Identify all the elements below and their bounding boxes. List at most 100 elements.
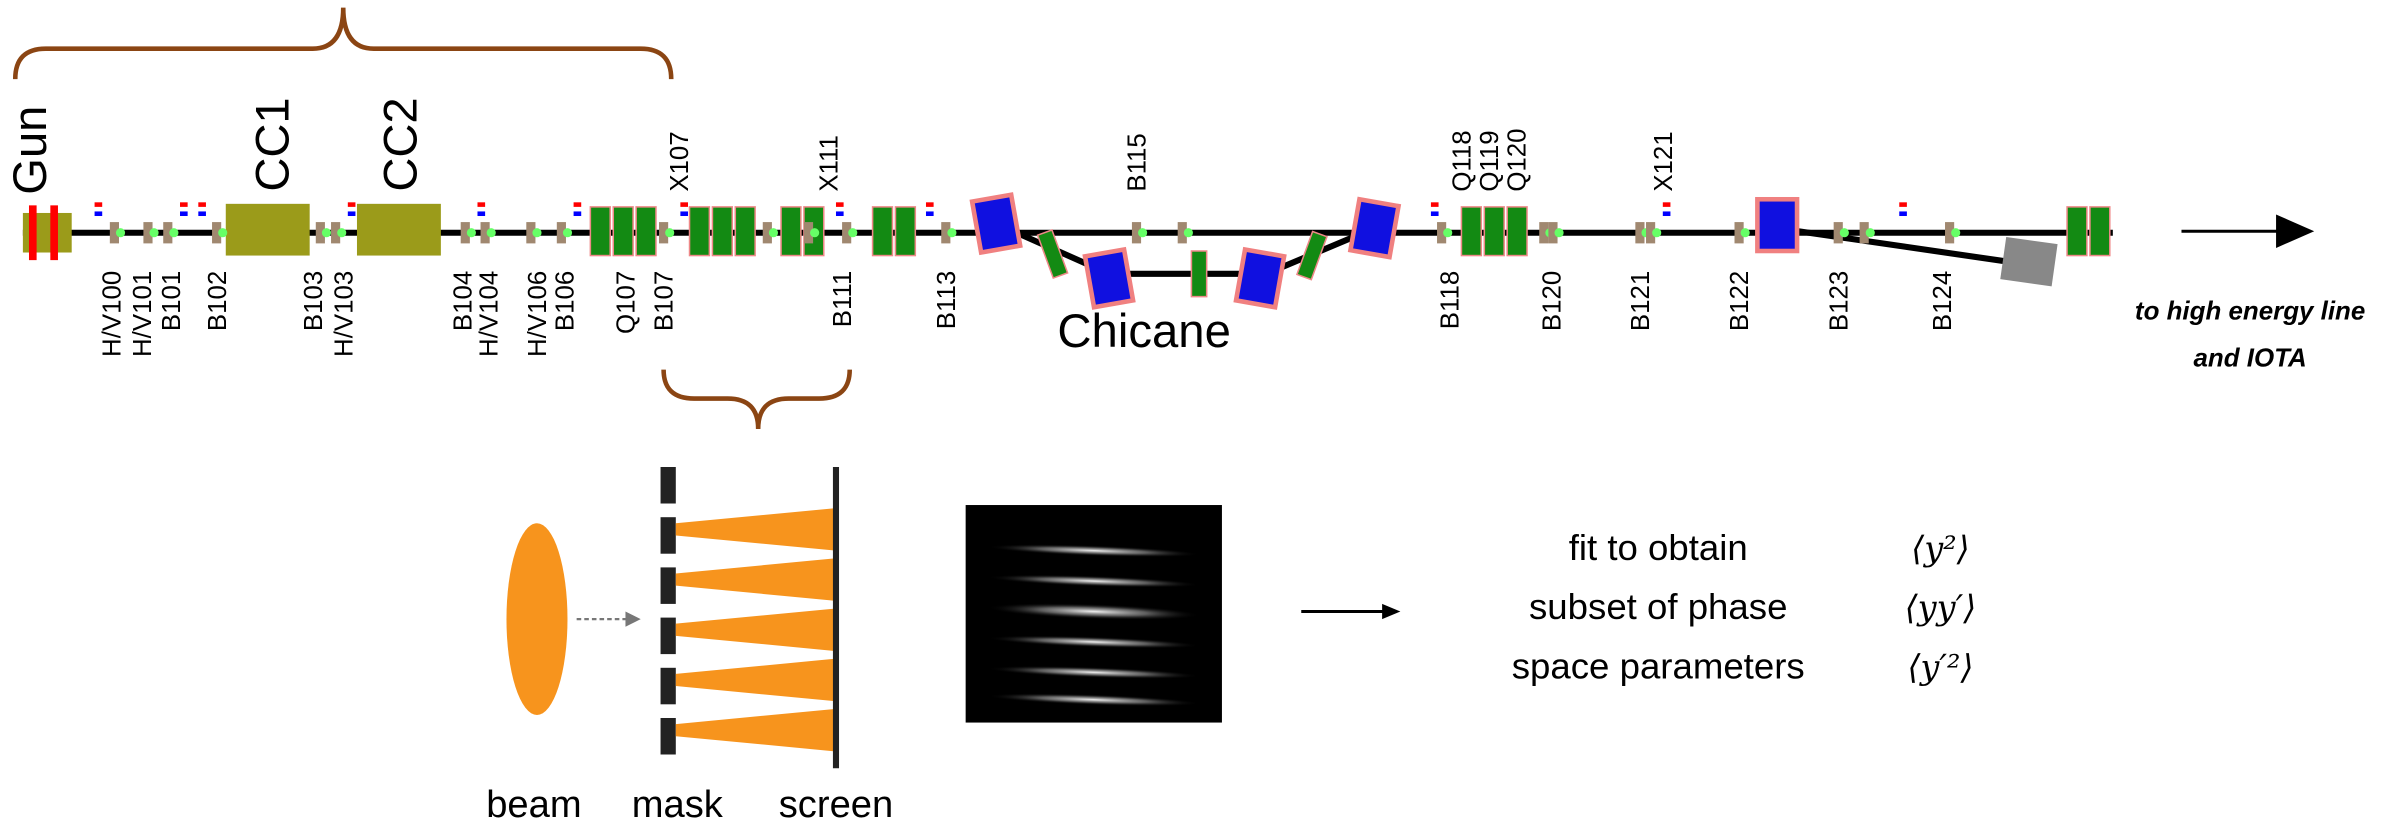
fit-text: subset of phase: [1529, 586, 1787, 627]
arrow-head: [1382, 604, 1400, 619]
diagnostic-marker: [487, 228, 496, 237]
quadrupole: [1507, 207, 1527, 256]
corrector: [180, 202, 188, 207]
element-label: B113: [933, 271, 961, 329]
gun-label: Gun: [4, 106, 57, 195]
corrector: [348, 211, 356, 216]
screen-label: screen: [779, 784, 893, 826]
corrector: [574, 211, 582, 216]
diagnostic-marker: [1866, 228, 1875, 237]
element-label: H/V101: [129, 271, 157, 357]
diagnostic-marker: [1554, 228, 1563, 237]
corrector: [198, 202, 206, 207]
beamlet: [676, 659, 836, 702]
diagnostic-marker: [467, 228, 476, 237]
beamlet: [676, 709, 836, 752]
destination-note: and IOTA: [2194, 345, 2307, 373]
element-label: B106: [552, 271, 580, 331]
diagnostic-marker: [769, 228, 778, 237]
element-label: B115: [1124, 133, 1152, 191]
diagnostic-marker: [665, 228, 674, 237]
fit-text: fit to obtain: [1569, 527, 1748, 568]
quadrupole: [895, 207, 915, 256]
diagnostic-marker: [532, 228, 541, 237]
quadrupole: [735, 207, 755, 256]
corrector: [680, 202, 688, 207]
element-label: B118: [1436, 271, 1464, 329]
chicane-quad: [1191, 251, 1206, 297]
corrector: [574, 202, 582, 207]
corrector: [95, 202, 103, 207]
page: {"beamline": { "source_label": "Gun", "c…: [0, 0, 2392, 826]
cavity: [357, 204, 441, 256]
corrector: [348, 202, 356, 207]
element-label: Q107: [613, 271, 641, 334]
parameter: ⟨y²⟩: [1911, 529, 1970, 568]
diagnostic-marker: [150, 228, 159, 237]
corrector: [477, 211, 485, 216]
diagram: Gun Chicane to high energy line and IOTA…: [0, 0, 2392, 826]
cavity-label: CC1: [246, 97, 299, 191]
element-label: B103: [300, 271, 328, 331]
dipole: [1085, 249, 1133, 307]
element-label: Q118: [1449, 130, 1477, 191]
quadrupole: [690, 207, 710, 256]
quadrupole: [781, 207, 801, 256]
arrow-head: [625, 612, 640, 627]
parameter: ⟨y′²⟩: [1907, 647, 1973, 686]
corrector: [1663, 211, 1671, 216]
diagnostic-marker: [563, 228, 572, 237]
quadrupole: [712, 207, 732, 256]
cavity-label: CC2: [374, 97, 427, 191]
mask-segment: [661, 718, 676, 755]
mask-segment: [661, 517, 676, 554]
corrector: [926, 202, 934, 207]
dipole: [1350, 199, 1398, 257]
element-label: B107: [651, 271, 679, 331]
mask: [661, 467, 836, 755]
mask-label: mask: [632, 784, 724, 826]
mask-segment: [661, 668, 676, 705]
element-label: X111: [815, 135, 843, 192]
quadrupole: [1484, 207, 1504, 256]
mask-segment: [661, 467, 676, 504]
beamlet: [676, 608, 836, 651]
top-brace: [15, 8, 671, 79]
arrow-head: [2276, 214, 2314, 247]
corrector: [1899, 202, 1907, 207]
element-label: B122: [1726, 271, 1754, 331]
diagnostic-marker: [1652, 228, 1661, 237]
diagnostic-marker: [1951, 228, 1960, 237]
element-label: X107: [666, 131, 694, 191]
element-label: B120: [1539, 271, 1567, 331]
corrector: [95, 211, 103, 216]
corrector: [1431, 211, 1439, 216]
element-label: H/V106: [524, 271, 552, 357]
diagnostic-marker: [169, 228, 178, 237]
destination-note: to high energy line: [2135, 297, 2365, 325]
quadrupole: [636, 207, 656, 256]
element-label: H/V100: [98, 271, 126, 357]
diagnostic-marker: [810, 228, 819, 237]
element-label: B123: [1825, 271, 1853, 331]
beamlet: [676, 508, 836, 551]
element-label: B101: [158, 271, 186, 331]
dipole: [1757, 199, 1797, 251]
diagnostic-marker: [218, 228, 227, 237]
chicane-label: Chicane: [1057, 305, 1230, 358]
chicane-quad: [1297, 232, 1327, 280]
beam-ellipse: [506, 523, 567, 715]
dipole: [972, 195, 1020, 253]
corrector: [926, 211, 934, 216]
element-label: H/V103: [330, 271, 358, 357]
diagnostic-marker: [1184, 228, 1193, 237]
diagnostic-marker: [1138, 228, 1147, 237]
parameter: ⟨yy′⟩: [1905, 588, 1977, 627]
corrector: [680, 211, 688, 216]
corrector: [1663, 202, 1671, 207]
quadrupole: [2067, 207, 2087, 256]
diagnostic-marker: [1840, 228, 1849, 237]
quadrupole: [2090, 207, 2110, 256]
diagnostic-marker: [337, 228, 346, 237]
beam-label: beam: [486, 784, 581, 826]
